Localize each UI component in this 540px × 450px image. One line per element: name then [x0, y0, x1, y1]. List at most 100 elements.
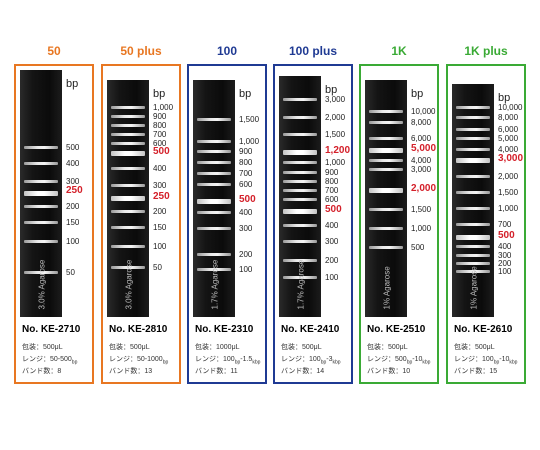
product-panel: 1.7% Agarose bp 1,500 1,000 900 800 700 600 500 4…	[187, 64, 267, 384]
size-label: 300	[153, 181, 167, 190]
size-label: 300	[498, 251, 512, 260]
gel-band	[283, 161, 317, 164]
gel-band	[456, 223, 490, 226]
size-label: 700	[325, 186, 339, 195]
size-label: 1,000	[411, 224, 432, 233]
gel-band	[111, 124, 145, 127]
gel-band	[283, 209, 317, 214]
size-label: 6,000	[498, 125, 519, 134]
size-label: 900	[239, 147, 253, 156]
gel-band	[456, 245, 490, 248]
size-label: 100	[239, 265, 253, 274]
size-label: 200	[498, 259, 512, 268]
highlight-size-label: 500	[153, 146, 170, 157]
gel-band	[456, 191, 490, 194]
agarose-label: 3.0% Agarose	[37, 259, 47, 310]
size-label: 500	[411, 243, 425, 252]
size-label: 4,000	[498, 145, 519, 154]
gel-band	[197, 199, 231, 204]
unit-label: bp	[498, 92, 511, 104]
gel-band	[111, 245, 145, 248]
size-label: 100	[498, 267, 512, 276]
size-label: 900	[153, 112, 167, 121]
gel-band	[283, 171, 317, 174]
gel-band	[197, 253, 231, 256]
packing-info: 包装：500μL	[454, 344, 495, 351]
range-unit-upper: kbp	[422, 359, 431, 366]
size-label: 600	[325, 195, 339, 204]
range-unit: bp	[320, 359, 327, 366]
size-label: 50	[66, 268, 75, 277]
gel-lane-image: 1.7% Agarose	[193, 80, 235, 317]
highlight-size-label: 2,000	[411, 183, 437, 194]
size-label: 8,000	[411, 118, 432, 127]
size-label: 1,500	[325, 130, 346, 139]
gel-band	[369, 188, 403, 193]
gel-lane-image: 1.7% Agarose	[279, 76, 321, 317]
highlight-size-label: 3,000	[498, 153, 524, 164]
agarose-label: 1.7% Agarose	[296, 259, 306, 310]
size-label: 1,000	[153, 103, 174, 112]
gel-band	[111, 226, 145, 229]
product-panel: 1.7% Agarose bp 3,000 2,000 1,500 1,200 1,000 9…	[273, 64, 353, 384]
size-label: 4,000	[411, 156, 432, 165]
gel-band	[24, 240, 58, 243]
gel-band	[283, 276, 317, 279]
size-label: 200	[153, 207, 167, 216]
size-label: 800	[153, 121, 167, 130]
gel-band	[283, 224, 317, 227]
gel-band	[111, 106, 145, 109]
size-label: 400	[239, 208, 253, 217]
size-label: 8,000	[498, 113, 519, 122]
gel-band	[456, 235, 490, 240]
gel-band	[456, 128, 490, 131]
gel-band	[197, 150, 231, 153]
gel-band	[111, 184, 145, 187]
gel-band	[283, 180, 317, 183]
packing-info: 包装：500μL	[22, 344, 63, 351]
product-panel: 3.0% Agarose bp 1,000 900 800 700 600 500 400 300…	[101, 64, 181, 384]
gel-band	[111, 167, 145, 170]
gel-band	[24, 221, 58, 224]
size-label: 400	[498, 242, 512, 251]
product-panel: 1% Agarose bp 10,000 8,000 6,000 5,000 4,000 3,…	[446, 64, 526, 384]
range-text-upper: -10	[412, 356, 423, 363]
gel-band	[283, 259, 317, 262]
column-title: 100	[216, 44, 238, 58]
range-unit-upper: kbp	[252, 359, 261, 366]
size-label: 3,000	[325, 95, 346, 104]
range-text: レンジ：100	[281, 356, 321, 363]
model-number: No. KE-2610	[454, 324, 513, 335]
gel-band	[456, 270, 490, 273]
model-number: No. KE-2410	[281, 324, 340, 335]
size-label: 400	[153, 164, 167, 173]
size-label: 100	[66, 237, 80, 246]
size-label: 2,000	[498, 172, 519, 181]
range-text-upper: -10	[499, 356, 510, 363]
gel-band	[369, 168, 403, 171]
size-label: 1,000	[239, 137, 260, 146]
size-label: 10,000	[411, 107, 436, 116]
highlight-size-label: 500	[325, 204, 342, 215]
gel-band	[197, 172, 231, 175]
gel-band	[24, 162, 58, 165]
agarose-label: 1.7% Agarose	[210, 259, 220, 310]
highlight-size-label: 500	[498, 230, 515, 241]
gel-lane-image: 3.0% Agarose	[20, 70, 62, 317]
gel-band	[111, 151, 145, 156]
range-unit-upper: kbp	[332, 359, 341, 366]
gel-band	[24, 205, 58, 208]
gel-band	[111, 142, 145, 145]
band-count-info: バンド数：13	[109, 368, 153, 375]
size-label: 600	[153, 139, 167, 148]
range-unit: bp	[71, 359, 78, 366]
size-label: 800	[239, 158, 253, 167]
range-unit: bp	[406, 359, 413, 366]
size-label: 1,500	[239, 115, 260, 124]
product-panel: 3.0% Agarose bp 500 400 300 250 200 150 100 50 No.…	[14, 64, 94, 384]
band-count-info: バンド数：8	[22, 368, 62, 375]
gel-band	[24, 191, 58, 196]
highlight-size-label: 250	[153, 191, 170, 202]
gel-band	[369, 208, 403, 211]
size-label: 400	[325, 221, 339, 230]
